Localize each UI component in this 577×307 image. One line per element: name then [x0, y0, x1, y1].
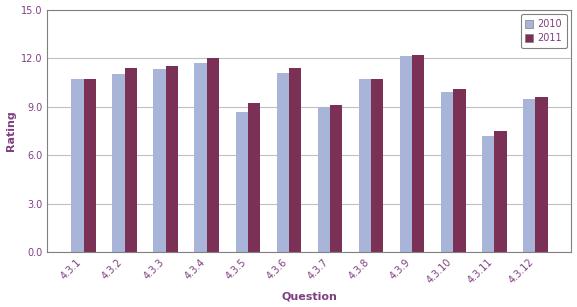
X-axis label: Question: Question: [282, 291, 338, 301]
Bar: [371, 79, 383, 252]
Bar: [166, 66, 178, 252]
Bar: [235, 111, 248, 252]
Bar: [248, 103, 260, 252]
Bar: [72, 79, 84, 252]
Legend: 2010, 2011: 2010, 2011: [520, 14, 567, 48]
Bar: [494, 131, 507, 252]
Bar: [194, 63, 207, 252]
Bar: [535, 97, 548, 252]
Bar: [125, 68, 137, 252]
Bar: [276, 73, 289, 252]
Bar: [523, 99, 535, 252]
Bar: [412, 55, 425, 252]
Bar: [359, 79, 371, 252]
Bar: [330, 105, 342, 252]
Bar: [289, 68, 301, 252]
Bar: [453, 89, 466, 252]
Bar: [113, 74, 125, 252]
Bar: [84, 79, 96, 252]
Bar: [207, 58, 219, 252]
Bar: [400, 56, 412, 252]
Bar: [482, 136, 494, 252]
Bar: [441, 92, 453, 252]
Y-axis label: Rating: Rating: [6, 111, 16, 151]
Bar: [318, 107, 330, 252]
Bar: [153, 69, 166, 252]
